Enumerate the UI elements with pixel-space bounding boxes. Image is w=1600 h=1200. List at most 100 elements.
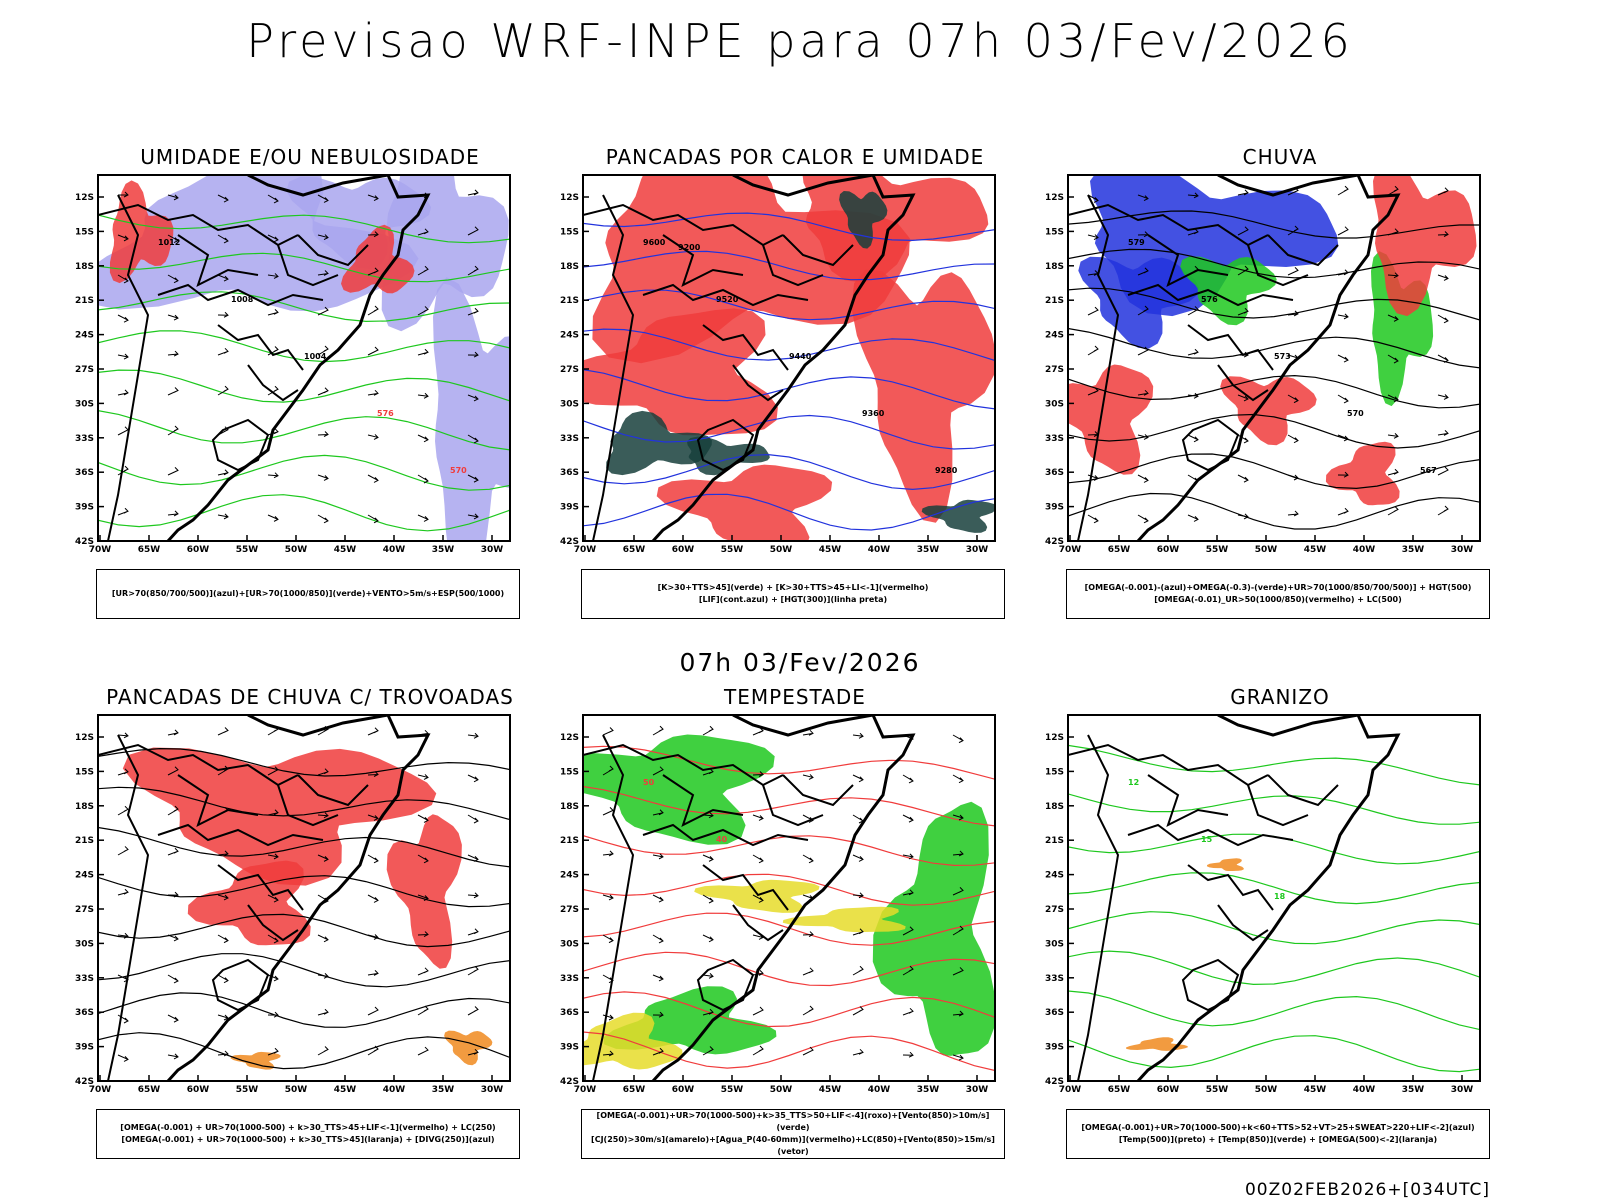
wind-vector	[1337, 269, 1349, 276]
lat-tick-label: 39S	[560, 1043, 579, 1053]
lon-tick-label: 60W	[187, 545, 210, 555]
wind-vector	[1137, 231, 1149, 238]
lon-tick-label: 35W	[432, 1085, 455, 1095]
lat-tick-label: 42S	[560, 1077, 579, 1087]
lat-tick-label: 18S	[75, 802, 94, 812]
wind-vector	[1137, 267, 1149, 276]
wind-vector	[1237, 226, 1249, 236]
wind-vector	[1337, 394, 1349, 404]
lon-tick-label: 70W	[574, 545, 597, 555]
wind-vector	[317, 934, 329, 943]
lat-tick-label: 33S	[75, 434, 94, 444]
lon-tick-label: 65W	[138, 1085, 161, 1095]
lat-tick-label: 27S	[560, 905, 579, 915]
wind-vector	[267, 1047, 279, 1056]
wind-vector	[752, 894, 764, 903]
lat-tick-label: 18S	[560, 262, 579, 272]
weather-field	[583, 308, 778, 436]
lat-tick-label: 12S	[560, 193, 579, 203]
legend-text: [OMEGA(-0.001)+UR>70(1000-500)+k>35_TTS>…	[596, 1111, 990, 1132]
wind-vector	[702, 1046, 714, 1056]
wind-vector	[1187, 192, 1199, 199]
lon-tick-label: 60W	[1157, 1085, 1180, 1095]
wind-vector	[217, 347, 229, 356]
wind-vector	[467, 394, 479, 402]
wind-vector	[652, 809, 664, 816]
lon-tick-label: 60W	[187, 1085, 210, 1095]
lon-tick-label: 60W	[672, 545, 695, 555]
contour-line	[583, 991, 995, 1028]
contour-label: 18	[1274, 892, 1286, 901]
wind-vector	[602, 934, 614, 944]
political-border	[583, 203, 784, 247]
political-border	[297, 234, 369, 267]
lon-tick-label: 65W	[1108, 545, 1131, 555]
wind-vector	[467, 965, 479, 976]
weather-field	[1325, 441, 1400, 506]
legend-text: [UR>70(850/700/500)](azul)+[UR>70(1000/8…	[111, 589, 505, 598]
weather-field	[122, 747, 437, 886]
map-svg: 50 40 12S 15S 18S 21S 24S 27S 30S 33S 36S 39S 42S70W…	[560, 714, 996, 1095]
forecast-time-label: 07h 03/Fev/2026	[679, 648, 921, 677]
lon-tick-label: 45W	[819, 545, 842, 555]
lon-tick-label: 60W	[1157, 545, 1180, 555]
political-border	[1267, 234, 1339, 267]
wind-vector	[267, 194, 279, 204]
lat-tick-label: 36S	[1045, 1008, 1064, 1018]
wind-vector	[902, 926, 914, 936]
panel-title: PANCADAS DE CHUVA C/ TROVOADAS	[106, 685, 514, 709]
wind-vector	[467, 732, 479, 739]
wind-vector	[1237, 307, 1249, 316]
wind-vector	[1087, 345, 1099, 356]
wind-vector	[367, 389, 379, 396]
wind-vector	[602, 807, 614, 816]
political-border	[1181, 418, 1240, 472]
wind-vector	[1387, 228, 1399, 236]
lon-tick-label: 55W	[236, 545, 259, 555]
contour-line	[98, 747, 510, 777]
wind-vector	[1287, 510, 1299, 517]
wind-vector	[317, 387, 329, 396]
lon-tick-label: 30W	[1451, 545, 1474, 555]
wind-vector	[1337, 313, 1349, 320]
wind-vector	[1337, 471, 1349, 478]
wind-vector	[317, 306, 329, 316]
lon-tick-label: 70W	[89, 1085, 112, 1095]
lon-tick-label: 40W	[1353, 1085, 1376, 1095]
wind-vector	[852, 928, 864, 936]
lat-tick-label: 33S	[560, 974, 579, 984]
map-frame	[1067, 174, 1481, 542]
map: 9600 9520 9440 9360 9280 9200 12S 15S 18S 21S 24S 2…	[555, 174, 1035, 595]
lat-tick-label: 39S	[1045, 503, 1064, 513]
lat-tick-label: 36S	[560, 468, 579, 478]
lon-tick-label: 55W	[721, 545, 744, 555]
lat-tick-label: 15S	[75, 767, 94, 777]
wind-vector	[167, 194, 179, 201]
wind-vector	[267, 234, 279, 243]
lat-tick-label: 33S	[560, 434, 579, 444]
wind-vector	[467, 814, 479, 824]
wind-vector	[167, 350, 179, 357]
wind-vector	[1437, 430, 1449, 436]
lat-tick-label: 42S	[1045, 1077, 1064, 1087]
lat-tick-label: 27S	[75, 905, 94, 915]
wind-vector	[752, 771, 764, 777]
wind-vector	[167, 274, 179, 284]
wind-vector	[267, 308, 279, 316]
contour-label: 9440	[789, 352, 812, 361]
lon-tick-label: 55W	[721, 1085, 744, 1095]
lat-tick-label: 15S	[1045, 767, 1064, 777]
lat-tick-label: 42S	[560, 537, 579, 547]
wind-vector	[167, 805, 179, 816]
wind-vector	[217, 311, 229, 318]
wind-vector	[317, 768, 329, 776]
wind-vector	[1387, 314, 1399, 322]
wind-vector	[367, 474, 379, 483]
wind-vector	[1187, 348, 1199, 356]
lon-tick-label: 50W	[1255, 545, 1278, 555]
lat-tick-label: 33S	[1045, 974, 1064, 984]
wind-vector	[1337, 507, 1349, 516]
political-border	[157, 823, 324, 847]
map-svg: 12 15 18 12S 15S 18S 21S 24S 27S 30S 33S 36S 39S 42S7…	[1045, 714, 1481, 1095]
